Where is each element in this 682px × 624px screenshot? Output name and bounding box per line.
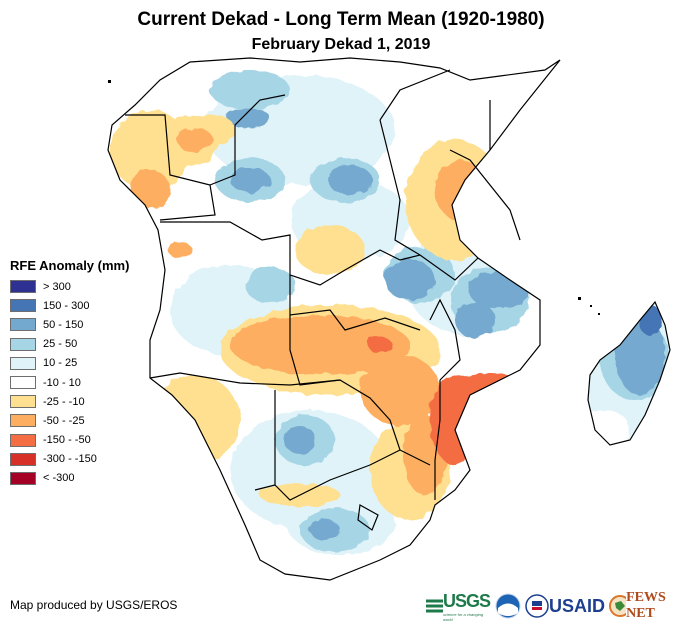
legend-item: -10 - 10 <box>10 373 129 392</box>
map-title: Current Dekad - Long Term Mean (1920-198… <box>137 9 545 30</box>
country-borders <box>107 57 561 581</box>
border <box>399 254 479 281</box>
africa-landmass <box>108 58 560 580</box>
fewsnet-wordmark: FEWS NET <box>626 590 666 621</box>
usgs-tagline: science for a changing world <box>443 611 484 622</box>
fewsnet-globe-icon <box>609 595 627 617</box>
usgs-logo: USGS science for a changing world <box>426 591 491 622</box>
anomaly-patch <box>360 355 440 425</box>
legend-swatch <box>10 395 36 409</box>
anomaly-patch <box>210 70 290 110</box>
usgs-wordmark: USGS <box>443 590 491 611</box>
legend-item: -25 - -10 <box>10 392 129 411</box>
madagascar <box>587 300 671 446</box>
legend-label: 25 - 50 <box>43 338 78 351</box>
legend-item: 10 - 25 <box>10 354 129 373</box>
anomaly-patch <box>588 410 630 445</box>
anomaly-patch <box>284 426 316 454</box>
legend-label: -300 - -150 <box>43 453 97 466</box>
border <box>149 372 431 466</box>
legend-label: -50 - -25 <box>43 414 85 427</box>
border <box>429 298 461 381</box>
legend-label: < -300 <box>43 472 75 485</box>
partner-logos: USGS science for a changing world USAID … <box>426 590 682 622</box>
legend-label: -25 - -10 <box>43 395 85 408</box>
anomaly-patch <box>310 520 340 540</box>
anomaly-patch <box>295 225 365 275</box>
anomaly-patch <box>168 242 192 258</box>
border <box>434 380 441 500</box>
usaid-seal-icon <box>525 594 549 618</box>
anomaly-patch <box>177 128 213 152</box>
legend-item: -50 - -25 <box>10 411 129 430</box>
legend-swatch <box>10 356 36 370</box>
legend-title: RFE Anomaly (mm) <box>10 258 130 273</box>
legend-item: 150 - 300 <box>10 296 129 315</box>
anomaly-patch <box>455 302 495 338</box>
map-credit: Map produced by USGS/EROS <box>10 598 178 612</box>
border <box>379 119 421 256</box>
fewsnet-logo: FEWS NET <box>609 590 682 622</box>
anomaly-patch <box>245 267 295 303</box>
legend-swatch <box>10 414 36 428</box>
legend-label: 150 - 300 <box>43 299 90 312</box>
noaa-logo <box>495 593 521 619</box>
legend-swatch <box>10 318 36 332</box>
legend-label: > 300 <box>43 280 71 293</box>
legend-swatch <box>10 376 36 390</box>
legend-item: -150 - -50 <box>10 431 129 450</box>
legend-swatch <box>10 433 36 447</box>
legend-label: -150 - -50 <box>43 434 91 447</box>
border <box>125 114 216 221</box>
legend-label: 50 - 150 <box>43 318 84 331</box>
anomaly-patch <box>328 165 372 195</box>
noaa-emblem-icon <box>495 593 521 619</box>
usaid-logo: USAID <box>525 594 605 618</box>
anomaly-patch <box>230 315 410 375</box>
legend-swatch <box>10 337 36 351</box>
legend-swatch <box>10 452 36 466</box>
legend: RFE Anomaly (mm) > 300 150 - 300 50 - 150 2… <box>10 258 129 488</box>
legend-swatch <box>10 280 36 294</box>
legend-swatch <box>10 299 36 313</box>
anomaly-patch <box>230 168 270 192</box>
madagascar-coastline <box>587 300 671 446</box>
map-subtitle: February Dekad 1, 2019 <box>251 36 431 53</box>
legend-item: 50 - 150 <box>10 315 129 334</box>
border <box>449 149 521 241</box>
islands <box>108 80 600 315</box>
anomaly-patch <box>130 170 170 210</box>
legend-item: > 300 <box>10 277 129 296</box>
legend-item: -300 - -150 <box>10 450 129 469</box>
anomaly-patch <box>385 260 435 300</box>
border <box>274 449 401 501</box>
border <box>357 504 379 531</box>
border <box>379 69 451 121</box>
legend-item: < -300 <box>10 469 129 488</box>
border <box>209 94 286 186</box>
legend-label: -10 - 10 <box>43 376 81 389</box>
coastline <box>107 57 561 581</box>
border <box>289 275 421 331</box>
usaid-wordmark: USAID <box>549 595 606 616</box>
legend-item: 25 - 50 <box>10 335 129 354</box>
anomaly-patch <box>368 337 392 353</box>
usgs-wave-icon <box>426 599 444 613</box>
legend-label: 10 - 25 <box>43 357 78 370</box>
legend-swatch <box>10 471 36 485</box>
